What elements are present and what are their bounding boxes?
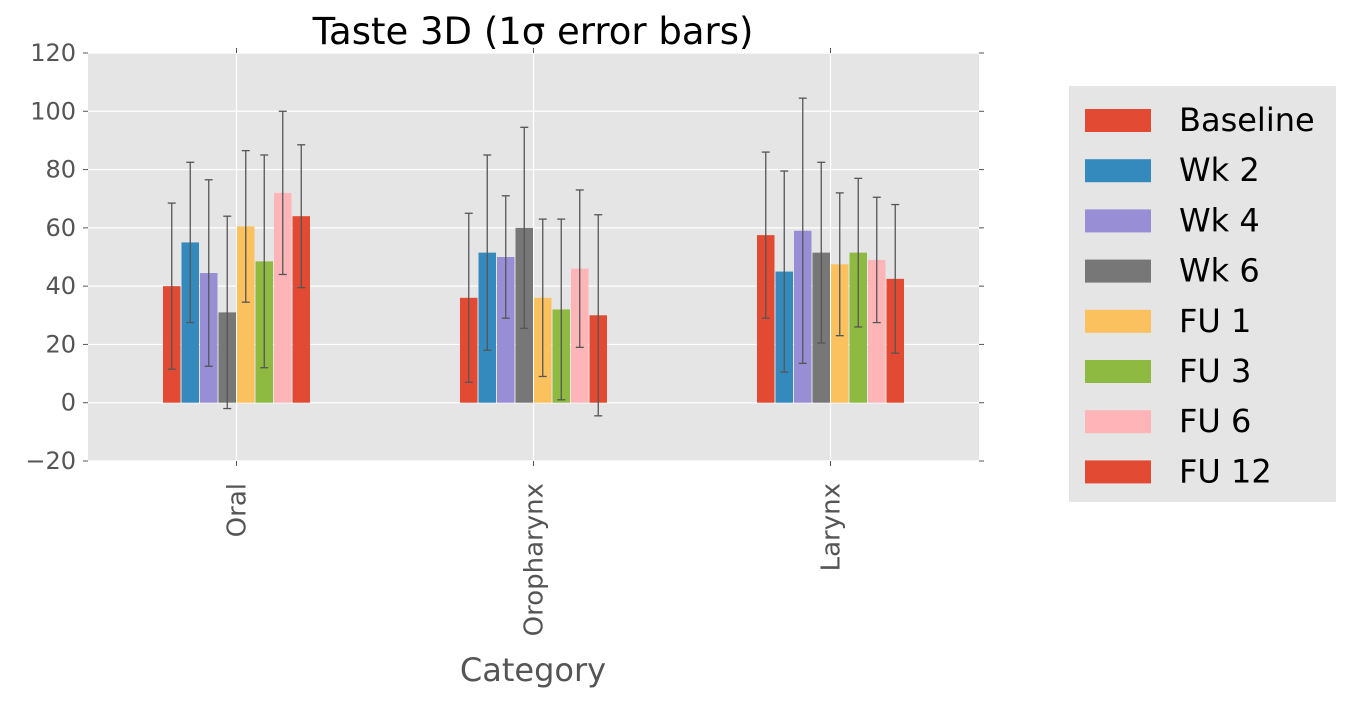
bar bbox=[497, 257, 515, 403]
legend-label: Wk 6 bbox=[1179, 252, 1260, 290]
bar bbox=[757, 235, 775, 403]
legend-swatch bbox=[1085, 209, 1151, 233]
legend-label: FU 1 bbox=[1179, 302, 1251, 340]
x-axis-label: Category bbox=[460, 651, 606, 689]
y-tick-label: 20 bbox=[45, 330, 76, 358]
y-axis: −20 0 20 40 60 80 100 120 bbox=[25, 39, 984, 475]
bars bbox=[163, 192, 904, 403]
bar bbox=[237, 226, 255, 403]
legend: Baseline Wk 2 Wk 4 Wk 6 FU 1 FU 3 FU 6 FU 12 bbox=[1069, 86, 1336, 502]
x-tick-label: Oral bbox=[223, 483, 253, 537]
x-tick-label: Oropharynx bbox=[520, 483, 550, 636]
legend-swatch bbox=[1085, 159, 1151, 183]
legend-label: Baseline bbox=[1179, 101, 1315, 139]
y-tick-label: −20 bbox=[25, 447, 76, 475]
legend-label: Wk 4 bbox=[1179, 201, 1260, 239]
legend-swatch bbox=[1085, 109, 1151, 132]
bar bbox=[849, 252, 867, 403]
legend-swatch bbox=[1085, 309, 1151, 333]
legend-swatch bbox=[1085, 410, 1151, 434]
x-axis: Oral Oropharynx Larynx bbox=[223, 48, 847, 636]
x-tick-label: Larynx bbox=[817, 483, 847, 571]
y-tick-label: 60 bbox=[45, 214, 76, 242]
legend-label: Wk 2 bbox=[1179, 151, 1260, 189]
bar bbox=[274, 192, 292, 403]
bar bbox=[292, 216, 310, 403]
y-tick-label: 0 bbox=[61, 389, 76, 417]
error-bars bbox=[167, 97, 900, 417]
legend-label: FU 6 bbox=[1179, 402, 1251, 440]
y-tick-label: 40 bbox=[45, 272, 76, 300]
legend-swatch bbox=[1085, 460, 1151, 484]
legend-swatch bbox=[1085, 360, 1151, 383]
chart-title: Taste 3D (1σ error bars) bbox=[312, 10, 754, 53]
legend-label: FU 12 bbox=[1179, 452, 1272, 490]
y-tick-label: 120 bbox=[30, 39, 76, 67]
y-tick-label: 80 bbox=[45, 156, 76, 184]
legend-swatch bbox=[1085, 259, 1151, 283]
bar bbox=[868, 259, 886, 403]
y-tick-label: 100 bbox=[30, 97, 76, 125]
legend-label: FU 3 bbox=[1179, 352, 1251, 390]
